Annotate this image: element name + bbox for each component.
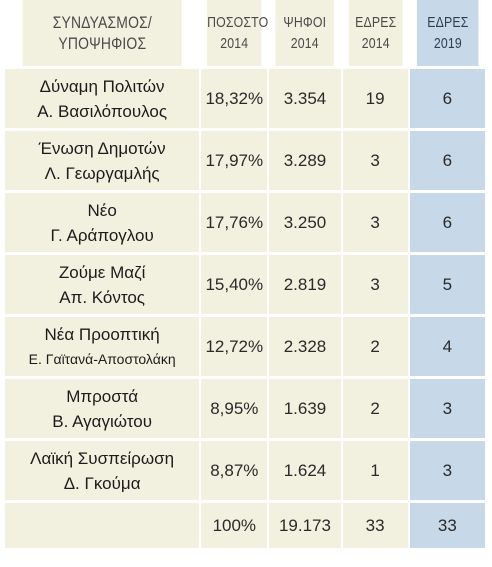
percentage-cell: 17,97% [201, 131, 270, 193]
candidate-name: Β. Αγαγιώτου [52, 411, 152, 431]
table-row: Νέα Προοπτική Ε. Γαϊτανά-Αποστολάκη 12,7… [5, 317, 487, 379]
seats-2014-cell: 19 [342, 69, 410, 131]
seats-2019-cell: 5 [409, 255, 487, 317]
party-name: Νέα Προοπτική [44, 324, 160, 344]
party-name: Νέο [87, 200, 117, 220]
seats-2019-cell: 3 [409, 441, 487, 503]
votes-cell: 2.819 [269, 255, 343, 317]
header-seats2014-line2: 2014 [361, 35, 390, 52]
party-candidate-cell: Νέα Προοπτική Ε. Γαϊτανά-Αποστολάκη [5, 317, 202, 379]
header-seats-2014: ΕΔΡΕΣ 2014 [348, 0, 404, 69]
candidate-name: Α. Βασιλόπουλος [37, 101, 168, 121]
candidate-name: Ε. Γαϊτανά-Αποστολάκη [28, 350, 176, 367]
total-seats-2014-cell: 33 [342, 503, 410, 551]
party-candidate-cell: Ζούμε Μαζί Απ. Κόντος [5, 255, 202, 317]
table-row: Λαϊκή Συσπείρωση Δ. Γκούμα 8,87% 1.624 1… [5, 441, 487, 503]
table-row: Νέο Γ. Αράπογλου 17,76% 3.250 3 6 [5, 193, 487, 255]
percentage-cell: 15,40% [201, 255, 270, 317]
candidate-name: Γ. Αράπογλου [50, 225, 154, 245]
party-candidate-cell: Λαϊκή Συσπείρωση Δ. Γκούμα [5, 441, 202, 503]
votes-cell: 3.289 [269, 131, 343, 193]
party-name: Ένωση Δημοτών [38, 138, 166, 158]
header-percentage-2014: ΠΟΣΟΣΤΟ 2014 [207, 0, 269, 69]
election-results-table: ΣΥΝΔΥΑΣΜΟΣ/ ΥΠΟΨΗΦΙΟΣ ΠΟΣΟΣΤΟ 2014 ΨΗΦΟΙ… [5, 0, 487, 551]
votes-cell: 3.354 [269, 69, 343, 131]
header-seats-2019: ΕΔΡΕΣ 2019 [416, 0, 481, 69]
header-row: ΣΥΝΔΥΑΣΜΟΣ/ ΥΠΟΨΗΦΙΟΣ ΠΟΣΟΣΤΟ 2014 ΨΗΦΟΙ… [5, 0, 487, 69]
percentage-cell: 18,32% [201, 69, 270, 131]
seats-2014-cell: 2 [342, 317, 410, 379]
candidate-name: Λ. Γεωργαμλής [44, 163, 160, 183]
percentage-cell: 8,87% [201, 441, 270, 503]
party-name: Ζούμε Μαζί [58, 262, 146, 282]
seats-2019-cell: 6 [409, 69, 487, 131]
votes-cell: 1.639 [269, 379, 343, 441]
total-votes-cell: 19.173 [269, 503, 343, 551]
votes-cell: 3.250 [269, 193, 343, 255]
header-party-candidate-line2: ΥΠΟΨΗΦΙΟΣ [58, 34, 147, 53]
party-name: Δύναμη Πολιτών [39, 76, 165, 96]
seats-2014-cell: 3 [342, 131, 410, 193]
seats-2014-cell: 3 [342, 193, 410, 255]
seats-2014-cell: 1 [342, 441, 410, 503]
totals-label-cell [5, 503, 202, 551]
seats-2019-cell: 6 [409, 131, 487, 193]
seats-2019-cell: 3 [409, 379, 487, 441]
party-name: Μπροστά [66, 386, 139, 406]
seats-2014-cell: 2 [342, 379, 410, 441]
seats-2019-cell: 4 [409, 317, 487, 379]
header-votes-2014: ΨΗΦΟΙ 2014 [275, 0, 336, 69]
party-name: Λαϊκή Συσπείρωση [30, 448, 175, 468]
header-votes-line1: ΨΗΦΟΙ [283, 14, 327, 31]
votes-cell: 2.328 [269, 317, 343, 379]
candidate-name: Απ. Κόντος [59, 287, 145, 307]
totals-row: 100% 19.173 33 33 [5, 503, 487, 551]
table-row: Δύναμη Πολιτών Α. Βασιλόπουλος 18,32% 3.… [5, 69, 487, 131]
header-party-candidate: ΣΥΝΔΥΑΣΜΟΣ/ ΥΠΟΨΗΦΙΟΣ [22, 0, 184, 69]
seats-2014-cell: 3 [342, 255, 410, 317]
header-percentage-line2: 2014 [220, 35, 249, 52]
percentage-cell: 12,72% [201, 317, 270, 379]
header-seats2019-line1: ΕΔΡΕΣ [426, 14, 469, 31]
total-seats-2019-cell: 33 [409, 503, 487, 551]
table-row: Ζούμε Μαζί Απ. Κόντος 15,40% 2.819 3 5 [5, 255, 487, 317]
party-candidate-cell: Ένωση Δημοτών Λ. Γεωργαμλής [5, 131, 202, 193]
header-seats2014-line1: ΕΔΡΕΣ [354, 14, 396, 31]
percentage-cell: 17,76% [201, 193, 270, 255]
total-percentage-cell: 100% [201, 503, 270, 551]
votes-cell: 1.624 [269, 441, 343, 503]
table-row: Μπροστά Β. Αγαγιώτου 8,95% 1.639 2 3 [5, 379, 487, 441]
percentage-cell: 8,95% [201, 379, 270, 441]
candidate-name: Δ. Γκούμα [63, 473, 141, 493]
header-seats2019-line2: 2019 [433, 35, 462, 52]
header-party-candidate-line1: ΣΥΝΔΥΑΣΜΟΣ/ [52, 13, 152, 32]
party-candidate-cell: Μπροστά Β. Αγαγιώτου [5, 379, 202, 441]
table-row: Ένωση Δημοτών Λ. Γεωργαμλής 17,97% 3.289… [5, 131, 487, 193]
party-candidate-cell: Νέο Γ. Αράπογλου [5, 193, 202, 255]
header-percentage-line1: ΠΟΣΟΣΤΟ [207, 14, 269, 31]
seats-2019-cell: 6 [409, 193, 487, 255]
header-votes-line2: 2014 [291, 35, 320, 52]
party-candidate-cell: Δύναμη Πολιτών Α. Βασιλόπουλος [5, 69, 202, 131]
